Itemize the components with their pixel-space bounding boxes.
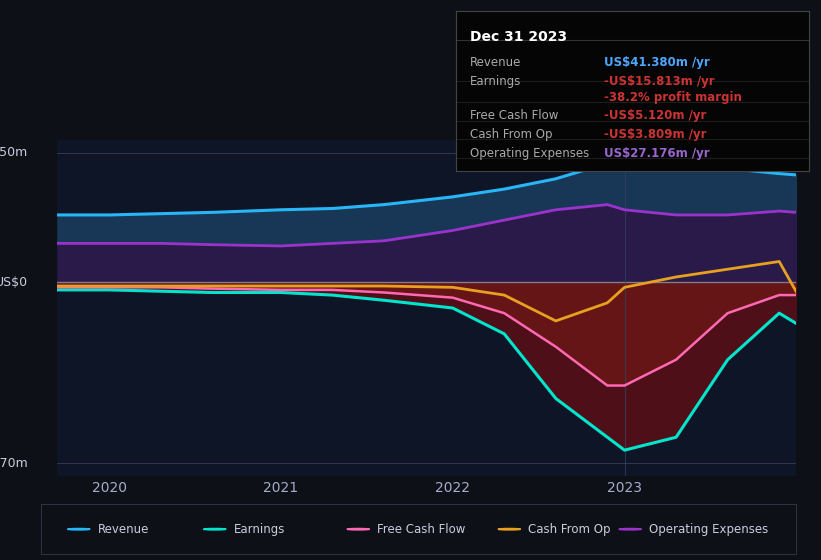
Circle shape xyxy=(67,529,90,530)
Text: Revenue: Revenue xyxy=(470,56,521,69)
Text: -US$3.809m /yr: -US$3.809m /yr xyxy=(604,128,706,141)
Text: US$50m: US$50m xyxy=(0,146,28,160)
Circle shape xyxy=(204,529,226,530)
Text: Cash From Op: Cash From Op xyxy=(528,522,611,536)
Text: Earnings: Earnings xyxy=(234,522,285,536)
Text: Earnings: Earnings xyxy=(470,75,521,88)
Text: Revenue: Revenue xyxy=(98,522,149,536)
Text: US$27.176m /yr: US$27.176m /yr xyxy=(604,147,709,160)
Text: -US$70m: -US$70m xyxy=(0,456,28,470)
Circle shape xyxy=(619,529,641,530)
Text: -US$5.120m /yr: -US$5.120m /yr xyxy=(604,109,706,122)
Text: Free Cash Flow: Free Cash Flow xyxy=(377,522,466,536)
Text: Dec 31 2023: Dec 31 2023 xyxy=(470,30,567,44)
Text: US$0: US$0 xyxy=(0,276,28,288)
Circle shape xyxy=(498,529,521,530)
Text: Free Cash Flow: Free Cash Flow xyxy=(470,109,558,122)
Text: Operating Expenses: Operating Expenses xyxy=(649,522,768,536)
Circle shape xyxy=(347,529,369,530)
Text: -US$15.813m /yr: -US$15.813m /yr xyxy=(604,75,714,88)
Text: US$41.380m /yr: US$41.380m /yr xyxy=(604,56,709,69)
Text: Cash From Op: Cash From Op xyxy=(470,128,553,141)
Text: -38.2% profit margin: -38.2% profit margin xyxy=(604,91,742,104)
Text: Operating Expenses: Operating Expenses xyxy=(470,147,589,160)
